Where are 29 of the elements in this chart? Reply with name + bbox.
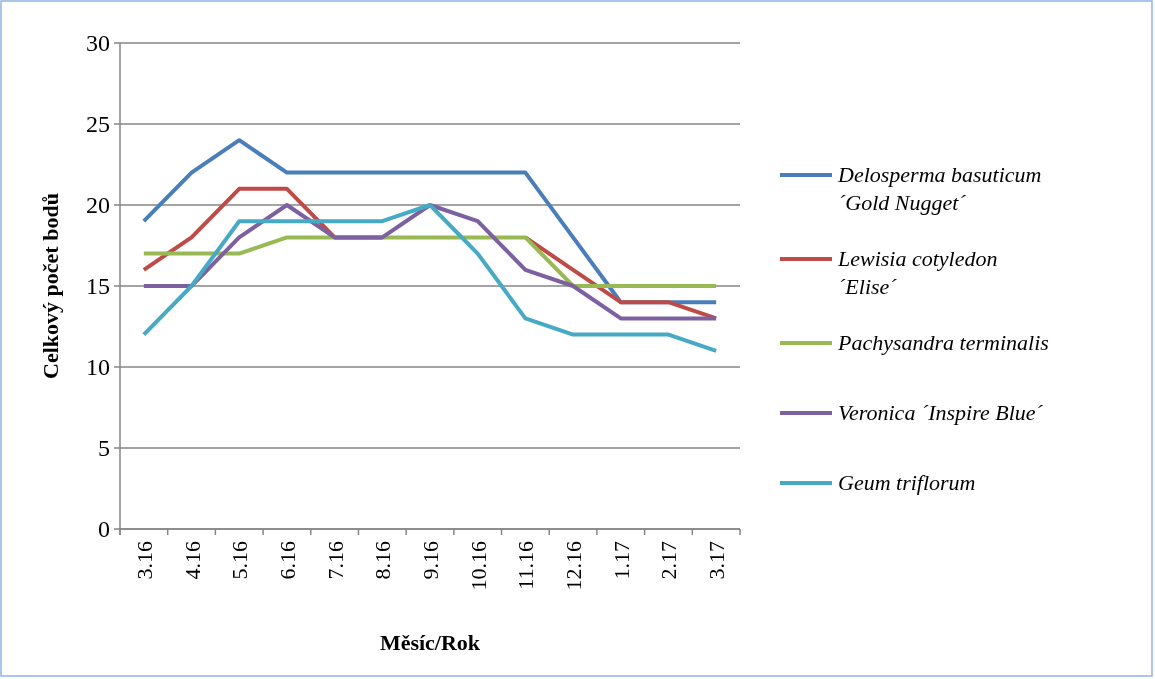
y-axis-title: Celkový počet bodů	[38, 193, 63, 379]
legend-label: Geum triflorum	[838, 470, 976, 495]
y-tick-label: 10	[86, 354, 110, 381]
x-tick-label: 1.17	[608, 541, 634, 580]
line-series	[141, 138, 719, 305]
x-tick-label: 9.16	[418, 541, 443, 580]
y-tick-label: 15	[86, 273, 110, 300]
x-tick-label: 3.16	[131, 541, 157, 580]
x-tick-label: 10.16	[465, 541, 491, 591]
y-tick-label: 0	[98, 516, 110, 543]
x-tick-label: 12.16	[561, 541, 587, 591]
legend-label: Veronica ´Inspire Blue´	[838, 400, 1044, 425]
y-tick-label: 25	[86, 111, 110, 138]
legend-label: Pachysandra terminalis	[837, 330, 1049, 355]
x-tick-label: 4.16	[179, 541, 205, 580]
y-tick-label: 5	[98, 435, 110, 462]
line-series	[141, 203, 719, 353]
x-tick-label: 3.17	[704, 541, 730, 580]
legend-label: Lewisia cotyledon ´Elise´	[837, 246, 998, 299]
x-axis-title: Měsíc/Rok	[379, 630, 481, 655]
x-tick-label: 6.16	[274, 541, 300, 580]
x-tick-label: 2.17	[656, 541, 682, 580]
legend-label: Delosperma basuticum ´Gold Nugget´	[837, 162, 1042, 215]
x-tick-label: 7.16	[322, 541, 348, 580]
x-tick-label: 5.16	[227, 541, 253, 580]
y-tick-label: 30	[86, 30, 110, 57]
y-tick-label: 20	[86, 192, 110, 219]
x-tick-label: 11.16	[513, 541, 539, 590]
x-tick-label: 8.16	[370, 541, 396, 580]
